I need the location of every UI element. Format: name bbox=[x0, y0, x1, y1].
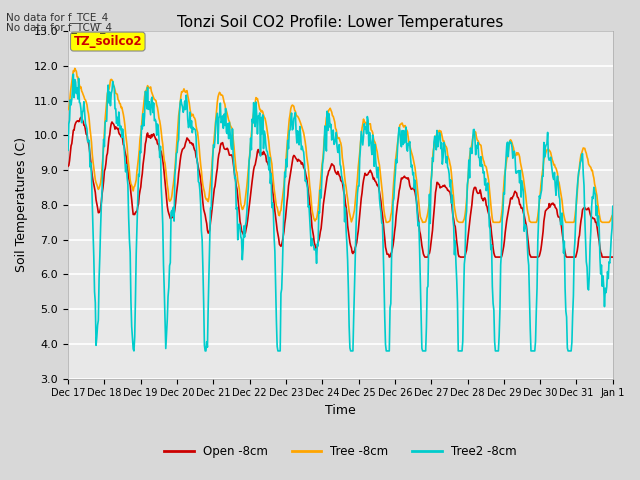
Text: No data for f_TCE_4: No data for f_TCE_4 bbox=[6, 12, 109, 23]
Text: No data for f_TCW_4: No data for f_TCW_4 bbox=[6, 22, 113, 33]
X-axis label: Time: Time bbox=[325, 404, 356, 417]
Title: Tonzi Soil CO2 Profile: Lower Temperatures: Tonzi Soil CO2 Profile: Lower Temperatur… bbox=[177, 15, 504, 30]
Legend: Open -8cm, Tree -8cm, Tree2 -8cm: Open -8cm, Tree -8cm, Tree2 -8cm bbox=[159, 440, 522, 463]
Y-axis label: Soil Temperatures (C): Soil Temperatures (C) bbox=[15, 137, 28, 273]
Text: TZ_soilco2: TZ_soilco2 bbox=[74, 35, 142, 48]
